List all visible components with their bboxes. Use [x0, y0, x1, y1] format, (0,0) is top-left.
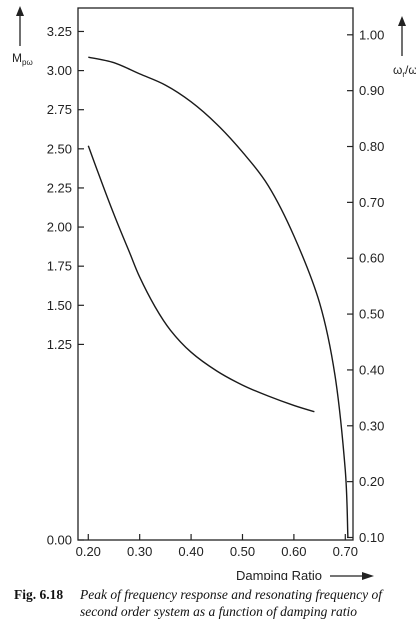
left-tick-label: 1.50 — [47, 298, 72, 313]
plot-frame — [77, 7, 354, 541]
left-tick-label: 3.25 — [47, 24, 72, 39]
right-tick-label: 0.70 — [359, 195, 384, 210]
left-tick-label: 2.00 — [47, 220, 72, 235]
left-ticks: 0.00 1.25 1.50 1.75 2.00 2.25 2.50 2.75 3.00 3.25 — [47, 24, 84, 548]
left-tick-label: 2.50 — [47, 141, 72, 156]
x-tick-label: 0.30 — [127, 544, 152, 559]
series-layer — [87, 56, 349, 538]
right-tick-label: 0.40 — [359, 362, 384, 377]
figure-caption: Fig. 6.18 Peak of frequency response and … — [14, 586, 410, 620]
left-tick-label: 3.00 — [47, 63, 72, 78]
right-tick-label: 0.10 — [359, 530, 384, 545]
right-tick-label: 0.50 — [359, 307, 384, 322]
peak-response-curve — [87, 145, 315, 413]
right-axis-arrowhead — [398, 16, 406, 26]
x-tick-label: 0.70 — [333, 544, 358, 559]
caption-line-1: Peak of frequency response and resonatin… — [80, 587, 383, 602]
left-tick-label: 2.25 — [47, 180, 72, 195]
figure-number: Fig. 6.18 — [14, 587, 64, 602]
chart: Mpω ωr/ω Damping Ratio 0.00 1.25 1.50 1.75 2… — [12, 6, 416, 580]
x-tick-label: 0.50 — [230, 544, 255, 559]
right-tick-label: 0.60 — [359, 251, 384, 266]
resonant-frequency-curve — [88, 56, 349, 538]
x-ticks: 0.20 0.30 0.40 0.50 0.60 0.70 — [76, 534, 358, 559]
left-axis-label: Mpω — [12, 51, 33, 67]
left-tick-label: 1.75 — [47, 259, 72, 274]
x-tick-label: 0.60 — [281, 544, 306, 559]
right-tick-label: 1.00 — [359, 27, 384, 42]
left-tick-label: 0.00 — [47, 533, 72, 548]
x-axis-arrowhead — [362, 572, 374, 580]
right-tick-label: 0.20 — [359, 474, 384, 489]
left-axis-arrowhead — [16, 6, 24, 16]
right-tick-label: 0.30 — [359, 418, 384, 433]
right-tick-label: 0.80 — [359, 139, 384, 154]
x-tick-label: 0.40 — [178, 544, 203, 559]
right-ticks: 1.00 0.90 0.80 0.70 0.60 0.50 0.40 0.30 0.20 0.10 — [347, 27, 384, 545]
x-axis-label: Damping Ratio — [236, 568, 322, 580]
right-axis-label: ωr/ω — [393, 63, 416, 79]
left-tick-label: 2.75 — [47, 102, 72, 117]
left-tick-label: 1.25 — [47, 337, 72, 352]
caption-line-2: second order system as a function of dam… — [80, 604, 357, 619]
x-tick-label: 0.20 — [76, 544, 101, 559]
right-tick-label: 0.90 — [359, 83, 384, 98]
